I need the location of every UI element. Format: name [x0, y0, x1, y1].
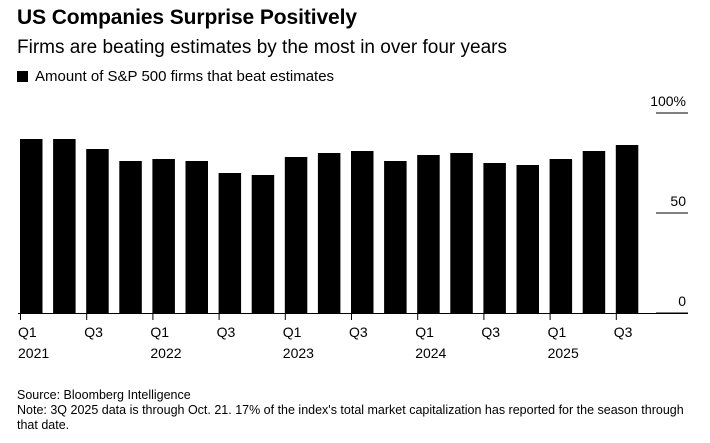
data-note: Note: 3Q 2025 data is through Oct. 21. 1… — [17, 403, 684, 432]
x-tick-year-label: 2024 — [415, 345, 446, 361]
bar — [615, 145, 639, 313]
bar — [317, 153, 341, 313]
bar — [53, 139, 76, 313]
x-tick-year-label: 2023 — [283, 345, 314, 361]
bar — [20, 139, 43, 313]
legend-label: Amount of S&P 500 firms that beat estima… — [35, 68, 335, 85]
bar — [218, 173, 242, 313]
x-tick-label: Q3 — [614, 324, 633, 340]
bar — [582, 151, 606, 313]
x-tick-label: Q3 — [481, 324, 500, 340]
y-tick-label: 0 — [678, 293, 686, 309]
footer: Source: Bloomberg Intelligence Note: 3Q … — [17, 388, 697, 433]
x-tick-label: Q3 — [217, 324, 236, 340]
bar — [384, 161, 407, 313]
bar — [483, 163, 506, 313]
bar — [119, 161, 142, 313]
bar — [417, 155, 440, 313]
x-tick-label: Q1 — [150, 324, 169, 340]
bar — [516, 165, 539, 313]
x-tick-label: Q1 — [283, 324, 302, 340]
x-tick-label: Q1 — [415, 324, 434, 340]
bar — [152, 159, 175, 313]
bar — [351, 151, 374, 313]
bar-chart: 100% 50 0 Q1 2021 Q3 Q1 2022 Q3 Q1 2023 Q3 Q1 2024 Q3 Q… — [18, 93, 688, 361]
legend: Amount of S&P 500 firms that beat estima… — [17, 68, 334, 85]
x-tick-label: Q1 — [548, 324, 567, 340]
legend-swatch — [17, 71, 28, 82]
chart-title: US Companies Surprise Positively — [17, 6, 357, 29]
x-tick-label: Q3 — [84, 324, 103, 340]
x-tick-year-label: 2021 — [18, 345, 49, 361]
y-tick-label: 50 — [670, 193, 686, 209]
bar — [284, 157, 308, 313]
x-tick-label: Q3 — [349, 324, 368, 340]
y-tick-label: 100% — [650, 93, 686, 109]
chart-subtitle: Firms are beating estimates by the most … — [17, 37, 507, 58]
x-tick-label: Q1 — [18, 324, 37, 340]
bar — [549, 159, 573, 313]
source-note: Source: Bloomberg Intelligence — [17, 388, 191, 402]
bar — [86, 149, 109, 313]
x-tick-year-label: 2022 — [150, 345, 181, 361]
x-tick-year-label: 2025 — [548, 345, 579, 361]
bar — [450, 153, 473, 313]
bar — [185, 161, 208, 313]
bar — [251, 175, 275, 313]
